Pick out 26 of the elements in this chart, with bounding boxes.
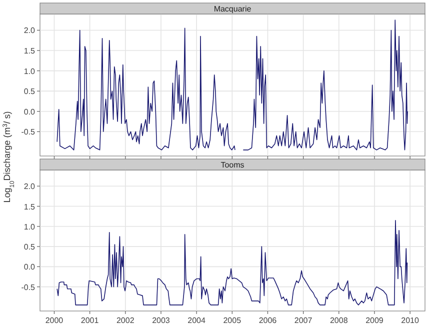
y-tick-label: 2.0 xyxy=(24,182,36,192)
y-tick-label: 2.0 xyxy=(24,26,36,36)
x-tick-label: 2003 xyxy=(152,316,170,325)
y-tick-label: -0.5 xyxy=(21,282,36,292)
x-tick-label: 2000 xyxy=(45,316,64,325)
y-tick-label: 0.5 xyxy=(24,87,36,96)
y-tick-label: 0.0 xyxy=(24,107,36,116)
y-tick-label: 1.0 xyxy=(24,222,36,232)
y-tick-label: 0.5 xyxy=(24,242,36,252)
x-tick-label: 2006 xyxy=(258,316,278,325)
y-tick-label: 1.5 xyxy=(24,202,36,212)
chart-title: Macquarie xyxy=(214,4,252,14)
y-tick-label: 1.0 xyxy=(24,66,36,76)
x-tick-label: 2009 xyxy=(366,316,384,325)
x-tick-label: 2001 xyxy=(80,316,100,325)
y-tick-label: 1.5 xyxy=(24,46,36,56)
y-tick-label: 0.0 xyxy=(24,262,36,272)
x-tick-label: 2008 xyxy=(330,316,348,325)
x-tick-label: 2005 xyxy=(223,316,242,325)
x-tick-label: 2010 xyxy=(401,316,420,325)
x-tick-label: 2004 xyxy=(188,316,206,325)
line-series xyxy=(56,220,408,306)
x-tick-label: 2002 xyxy=(116,316,135,325)
chart-title: Tooms xyxy=(220,160,244,170)
y-tick-label: -0.5 xyxy=(21,128,36,137)
x-tick-label: 2007 xyxy=(294,316,313,325)
